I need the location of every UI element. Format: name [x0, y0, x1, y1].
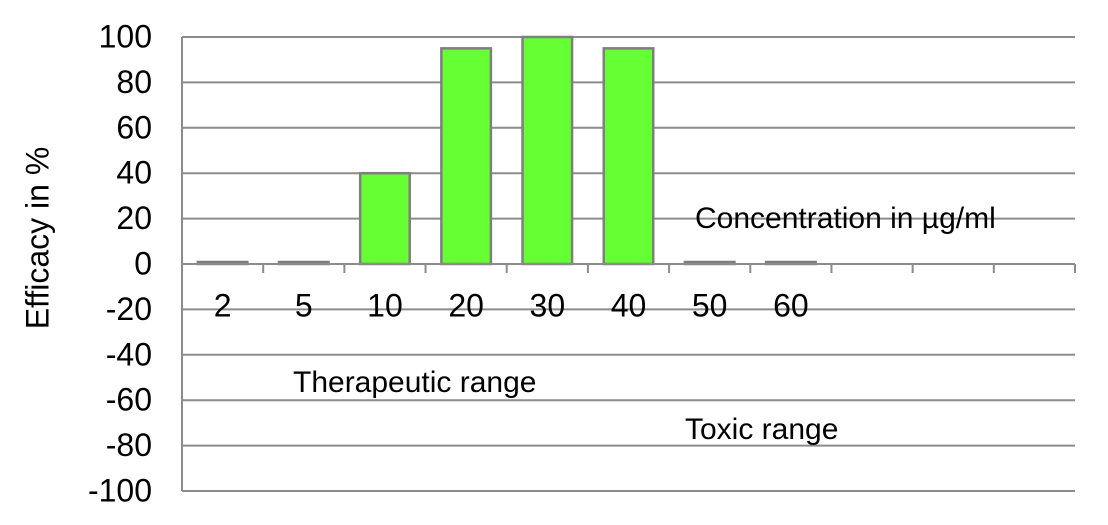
- y-tick-label: 100: [99, 18, 152, 54]
- bar: [440, 47, 493, 266]
- y-tick-label: -20: [106, 291, 152, 327]
- bar: [521, 35, 574, 266]
- x-tick-labels: 2 5 10 20 30 40 50 60: [214, 287, 809, 323]
- y-tick-label: -40: [106, 336, 152, 372]
- y-tick-label: 20: [116, 200, 152, 236]
- x-tick-label: 40: [611, 287, 647, 323]
- x-tick-label: 20: [448, 287, 484, 323]
- y-tick-label: 80: [116, 64, 152, 100]
- x-tick-label: 2: [214, 287, 232, 323]
- x-tick-label: 5: [295, 287, 313, 323]
- y-tick-label: -60: [106, 382, 152, 418]
- x-tick-label: 30: [530, 287, 566, 323]
- x-tick-label: 10: [367, 287, 403, 323]
- y-tick-label: 40: [116, 155, 152, 191]
- annotation-toxic-range: Toxic range: [685, 413, 838, 446]
- y-tick-label: 60: [116, 109, 152, 145]
- bar: [358, 171, 411, 266]
- y-tick-label: 0: [134, 245, 152, 281]
- y-tick-label: -100: [88, 472, 152, 508]
- x-tick-label: 50: [692, 287, 728, 323]
- annotation-therapeutic-range: Therapeutic range: [293, 366, 537, 399]
- annotation-concentration: Concentration in µg/ml: [695, 202, 996, 235]
- bar: [602, 47, 655, 266]
- y-tick-labels: 100 80 60 40 20 0 -20 -40 -60 -80 -100: [88, 18, 152, 508]
- axes: [181, 37, 1076, 491]
- y-axis-title: Efficacy in %: [19, 147, 55, 330]
- x-tick-label: 60: [773, 287, 809, 323]
- y-tick-label: -80: [106, 427, 152, 463]
